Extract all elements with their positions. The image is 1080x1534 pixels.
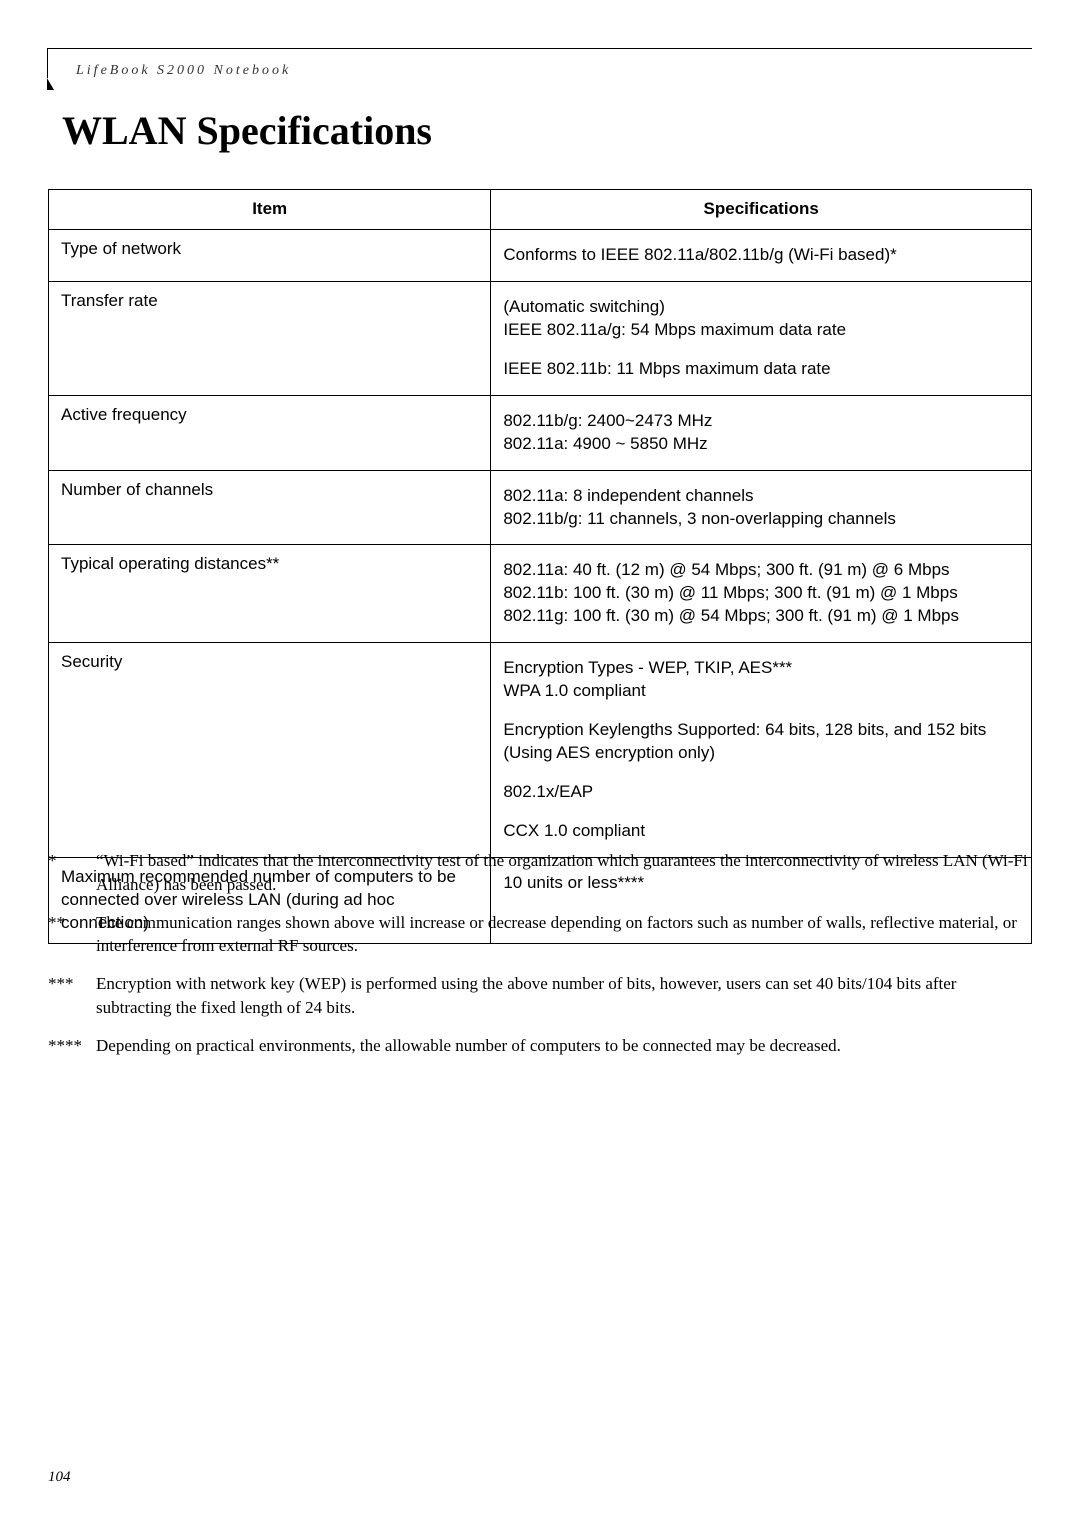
cell-item: Number of channels: [49, 470, 491, 545]
spec-block: 802.11a: 40 ft. (12 m) @ 54 Mbps; 300 ft…: [503, 553, 1019, 634]
footnote-text: “Wi-Fi based” indicates that the interco…: [96, 849, 1032, 897]
page-frame: LifeBook S2000 Notebook WLAN Specificati…: [48, 48, 1032, 1486]
spec-block: 802.11a: 8 independent channels 802.11b/…: [503, 479, 1019, 537]
footnote-text: Encryption with network key (WEP) is per…: [96, 972, 1032, 1020]
cell-item: Active frequency: [49, 395, 491, 470]
cell-spec: 802.11a: 8 independent channels 802.11b/…: [491, 470, 1032, 545]
table-row: Typical operating distances**802.11a: 40…: [49, 545, 1032, 643]
cell-item: Type of network: [49, 229, 491, 281]
footnote-text: Depending on practical environments, the…: [96, 1034, 1032, 1058]
spec-block: Encryption Types - WEP, TKIP, AES*** WPA…: [503, 651, 1019, 709]
spec-table: Item Specifications Type of network Confo…: [48, 189, 1032, 944]
cell-item: Transfer rate: [49, 281, 491, 395]
table-row: Number of channels802.11a: 8 independent…: [49, 470, 1032, 545]
table-row: Active frequency802.11b/g: 2400~2473 MHz…: [49, 395, 1032, 470]
footnote-mark: *: [48, 849, 96, 897]
table-row: Transfer rate(Automatic switching) IEEE …: [49, 281, 1032, 395]
footnote-mark: **: [48, 911, 96, 959]
cell-item: Typical operating distances**: [49, 545, 491, 643]
cell-spec: 802.11a: 40 ft. (12 m) @ 54 Mbps; 300 ft…: [491, 545, 1032, 643]
col-header-item: Item: [49, 190, 491, 230]
corner-mark-triangle: [47, 78, 61, 90]
table-row: SecurityEncryption Types - WEP, TKIP, AE…: [49, 643, 1032, 858]
spec-table-wrap: Item Specifications Type of network Confo…: [48, 189, 1032, 944]
footnote: ***Encryption with network key (WEP) is …: [48, 972, 1032, 1020]
cell-spec: (Automatic switching) IEEE 802.11a/g: 54…: [491, 281, 1032, 395]
footnote-mark: ****: [48, 1034, 96, 1058]
cell-spec: Conforms to IEEE 802.11a/802.11b/g (Wi-F…: [491, 229, 1032, 281]
spec-block: 802.1x/EAP: [503, 771, 1019, 810]
cell-spec: Encryption Types - WEP, TKIP, AES*** WPA…: [491, 643, 1032, 858]
spec-block: CCX 1.0 compliant: [503, 810, 1019, 849]
spec-block: Conforms to IEEE 802.11a/802.11b/g (Wi-F…: [503, 238, 1019, 273]
spec-block: IEEE 802.11b: 11 Mbps maximum data rate: [503, 348, 1019, 387]
footnote: *“Wi-Fi based” indicates that the interc…: [48, 849, 1032, 897]
table-row: Type of network Conforms to IEEE 802.11a/…: [49, 229, 1032, 281]
footnotes: *“Wi-Fi based” indicates that the interc…: [48, 849, 1032, 1072]
corner-mark: [47, 48, 61, 78]
cell-spec: 802.11b/g: 2400~2473 MHz 802.11a: 4900 ~…: [491, 395, 1032, 470]
spec-block: (Automatic switching) IEEE 802.11a/g: 54…: [503, 290, 1019, 348]
footnote: **The communication ranges shown above w…: [48, 911, 1032, 959]
cell-item: Security: [49, 643, 491, 858]
spec-block: Encryption Keylengths Supported: 64 bits…: [503, 709, 1019, 771]
footnote-text: The communication ranges shown above wil…: [96, 911, 1032, 959]
page-title: WLAN Specifications: [62, 107, 432, 154]
running-header: LifeBook S2000 Notebook: [76, 63, 291, 79]
page-number: 104: [48, 1469, 71, 1486]
footnote: ****Depending on practical environments,…: [48, 1034, 1032, 1058]
col-header-spec: Specifications: [491, 190, 1032, 230]
footnote-mark: ***: [48, 972, 96, 1020]
spec-block: 802.11b/g: 2400~2473 MHz 802.11a: 4900 ~…: [503, 404, 1019, 462]
